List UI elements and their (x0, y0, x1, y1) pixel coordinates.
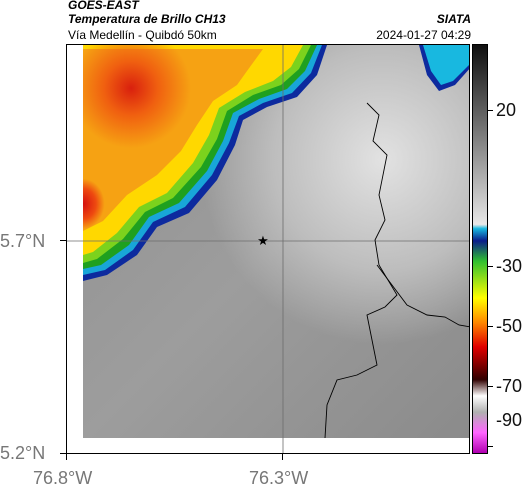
colorbar-tick-label: -30 (496, 256, 523, 276)
lat-tick-label: 5.2°N (0, 443, 46, 463)
colorbar-tick-label: 20 (496, 100, 517, 120)
station-star-icon: ★ (257, 233, 269, 248)
admin-boundary-east (376, 264, 469, 328)
lon-tick-label: 76.8°W (33, 468, 93, 488)
lon-tick-label: 76.3°W (249, 468, 309, 488)
region-label: Vía Medellín - Quibdó 50km (68, 28, 217, 42)
satellite-map: ★ (66, 44, 470, 454)
satellite-name: GOES-EAST (68, 0, 139, 12)
colorbar (472, 44, 488, 454)
timestamp-label: 2024-01-27 04:29 (376, 28, 471, 42)
lat-tick-label: 5.7°N (0, 231, 46, 251)
org-label: SIATA (436, 12, 471, 26)
colorbar-tick-label: -70 (496, 376, 523, 396)
colorbar-tick-label: -50 (496, 316, 523, 336)
cloud-core-left (83, 145, 203, 285)
product-title: Temperatura de Brillo CH13 (68, 12, 226, 26)
colorbar-tick-label: -90 (496, 410, 523, 430)
map-svg: ★ (67, 45, 469, 453)
colorbar-svg (473, 45, 487, 453)
no-data-left (67, 45, 83, 453)
